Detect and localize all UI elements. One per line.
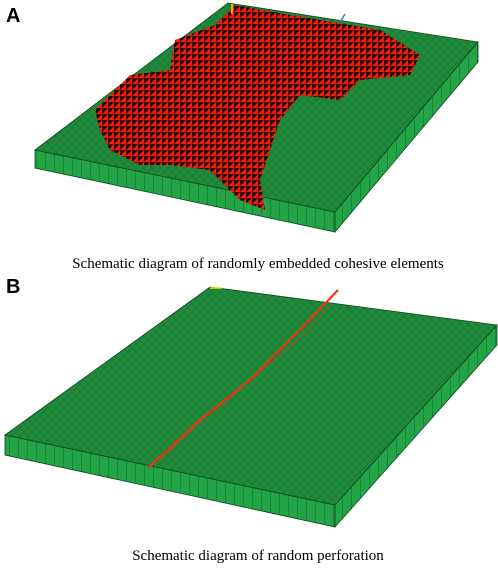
slab-a bbox=[34, 2, 479, 234]
panel-label: A bbox=[6, 5, 20, 27]
slab-b bbox=[4, 286, 498, 529]
panel-caption: Schematic diagram of random perforation bbox=[132, 548, 384, 564]
panel-caption: Schematic diagram of randomly embedded c… bbox=[72, 256, 444, 272]
panel-label: B bbox=[6, 276, 20, 298]
